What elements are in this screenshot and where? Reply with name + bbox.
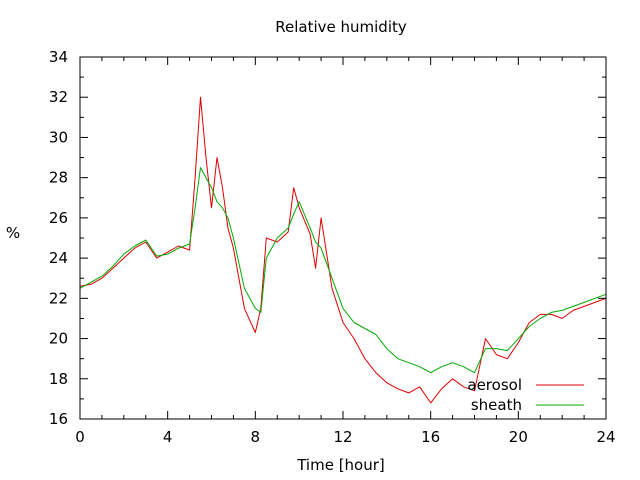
y-tick-label: 16: [49, 410, 68, 428]
y-tick-label: 22: [49, 289, 68, 307]
y-tick-label: 26: [49, 209, 68, 227]
series-line-sheath: [79, 167, 607, 374]
x-tick-label: 20: [509, 428, 528, 446]
y-tick-label: 28: [49, 169, 68, 187]
legend-label-aerosol: aerosol: [467, 376, 522, 394]
x-tick-label: 16: [421, 428, 440, 446]
y-tick-label: 20: [49, 330, 68, 348]
y-tick-label: 24: [49, 249, 68, 267]
series-layer: [79, 96, 607, 404]
x-axis-label: Time [hour]: [296, 456, 385, 474]
legend: aerosol sheath: [467, 376, 584, 414]
legend-label-sheath: sheath: [471, 396, 522, 414]
x-tick-label: 8: [251, 428, 261, 446]
x-tick-label: 12: [333, 428, 352, 446]
y-tick-label: 34: [49, 48, 68, 66]
x-tick-label: 24: [596, 428, 615, 446]
y-tick-label: 30: [49, 128, 68, 146]
ticks-layer: 0 4 8 12 16 20 24 16 18 20 22 24 26 28 30 32 34: [49, 48, 616, 446]
plot-frame: [79, 56, 607, 420]
y-tick-label: 32: [49, 88, 68, 106]
chart-title: Relative humidity: [275, 18, 407, 36]
x-tick-label: 4: [163, 428, 173, 446]
y-tick-label: 18: [49, 370, 68, 388]
series-line-aerosol: [79, 96, 607, 404]
y-axis-label: %: [6, 224, 20, 242]
x-tick-label: 0: [75, 428, 85, 446]
